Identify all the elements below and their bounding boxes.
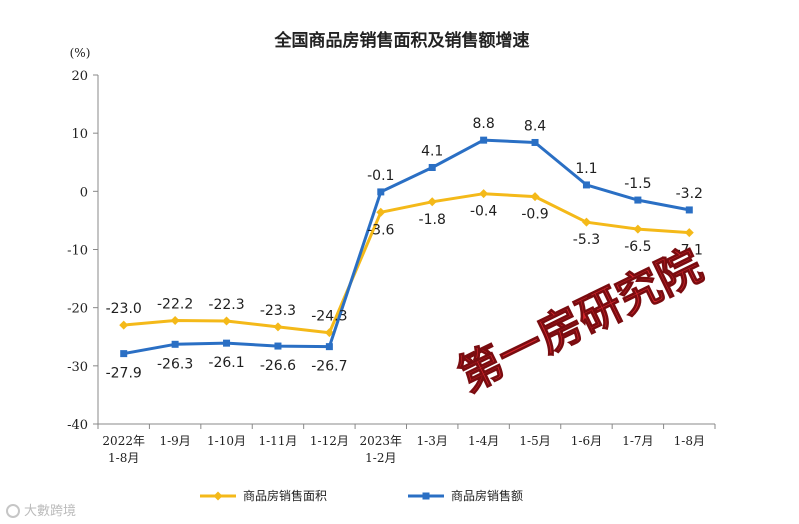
data-labels: -23.0 -22.2 -22.3 -23.3 -24.3 -3.6 -1.8 -0.4 -0.…	[106, 116, 703, 381]
data-label: -22.2	[157, 296, 193, 312]
x-tick-label: 1-10月	[207, 434, 246, 448]
data-label: 4.1	[421, 143, 443, 159]
y-tick-label: -40	[67, 418, 88, 433]
y-tick-label: -10	[67, 244, 88, 259]
x-tick-label: 1-7月	[622, 434, 653, 448]
data-label: -26.3	[157, 356, 193, 372]
data-point	[170, 315, 180, 325]
brand-logo: 大數跨境	[6, 500, 76, 519]
x-tick-label: 1-8月	[108, 451, 139, 465]
data-point	[531, 138, 539, 146]
data-label: -6.5	[624, 239, 651, 255]
x-tick-label: 1-12月	[310, 434, 349, 448]
axes: 20 10 0 -10 -20 -30 -40 2022年 1-8月 1-9月 1-10月 1-11月…	[67, 69, 716, 465]
y-tick-label: 10	[71, 127, 88, 142]
data-label: -1.8	[419, 212, 446, 228]
x-tick-label: 1-8月	[674, 434, 705, 448]
data-label: -23.0	[106, 301, 142, 317]
data-point	[427, 197, 437, 207]
y-axis-unit: (%)	[70, 46, 91, 60]
x-tick-label: 1-2月	[365, 451, 396, 465]
chart-title: 全国商品房销售面积及销售额增速	[274, 30, 530, 51]
brand-text: 大數跨境	[24, 504, 77, 519]
data-point	[685, 206, 693, 214]
y-tick-label: -20	[67, 302, 88, 317]
series-lines	[119, 136, 694, 358]
data-label: -3.6	[367, 222, 394, 238]
data-point	[223, 339, 231, 347]
data-label: -0.1	[367, 168, 394, 184]
data-label: -24.3	[311, 309, 347, 325]
data-point	[634, 196, 642, 204]
data-point	[171, 340, 179, 348]
data-label: -23.3	[260, 303, 296, 319]
data-point	[633, 224, 643, 234]
legend-label: 商品房销售额	[451, 488, 523, 503]
data-point	[479, 189, 489, 199]
x-tick-label: 1-6月	[571, 434, 602, 448]
data-label: -3.2	[676, 186, 703, 202]
data-point	[581, 217, 591, 227]
data-point	[222, 316, 232, 326]
legend-marker	[422, 492, 430, 500]
data-point	[119, 320, 129, 330]
data-label: 8.4	[524, 118, 546, 134]
data-label: -22.3	[208, 297, 244, 313]
data-point	[530, 192, 540, 202]
data-label: -27.9	[106, 366, 142, 382]
x-tick-label: 2022年	[102, 434, 145, 448]
data-point	[325, 343, 333, 351]
data-point	[428, 163, 436, 171]
x-tick-label: 1-5月	[519, 434, 550, 448]
data-point	[273, 322, 283, 332]
data-label: -26.7	[311, 359, 347, 375]
data-label: -0.9	[521, 207, 548, 223]
data-label: 1.1	[575, 161, 597, 177]
data-point	[376, 207, 386, 217]
data-point	[684, 228, 694, 238]
data-point	[120, 350, 128, 358]
y-tick-label: -30	[67, 360, 88, 375]
series-line-2	[123, 138, 690, 356]
data-point	[274, 342, 282, 350]
data-label: -7.1	[676, 243, 703, 259]
data-point	[480, 136, 488, 144]
brand-icon	[6, 504, 20, 518]
x-tick-label: 2023年	[360, 434, 403, 448]
data-point	[377, 188, 385, 196]
x-tick-label: 1-4月	[468, 434, 499, 448]
y-tick-label: 20	[71, 69, 88, 84]
legend-marker	[213, 491, 223, 501]
data-label: 8.8	[472, 116, 494, 132]
legend: 商品房销售面积 商品房销售额	[200, 488, 523, 503]
series-line-1	[123, 192, 690, 335]
x-tick-label: 1-3月	[417, 434, 448, 448]
data-label: -26.6	[260, 358, 296, 374]
y-tick-label: 0	[80, 185, 88, 200]
watermark-text: 第一房研究院	[450, 240, 710, 402]
x-tick-label: 1-11月	[258, 434, 297, 448]
x-tick-label: 1-9月	[159, 434, 190, 448]
legend-label: 商品房销售面积	[243, 488, 327, 503]
data-label: -26.1	[208, 355, 244, 371]
data-point	[582, 181, 590, 189]
data-label: -5.3	[573, 232, 600, 248]
data-label: -1.5	[624, 176, 651, 192]
data-point	[324, 328, 334, 338]
data-label: -0.4	[470, 204, 497, 220]
